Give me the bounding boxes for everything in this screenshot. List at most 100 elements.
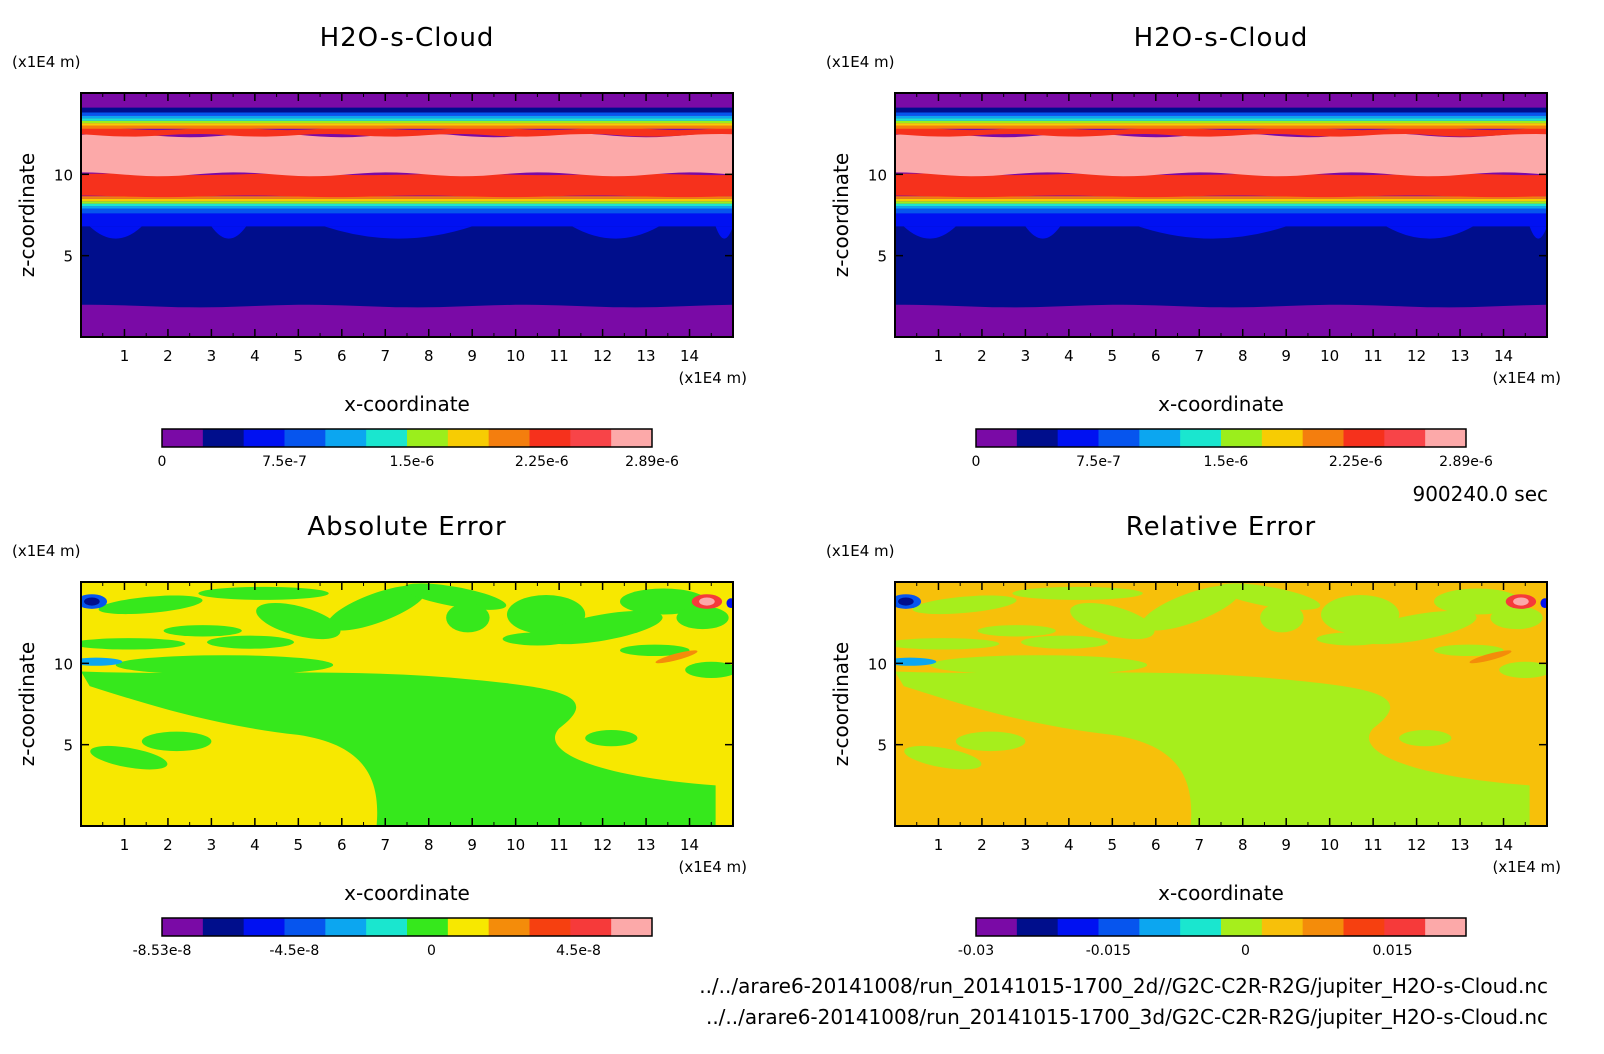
- colorbar-swatch: [1221, 918, 1263, 936]
- x-tick-label: 7: [380, 836, 390, 854]
- y-unit-label: (x1E4 m): [826, 53, 895, 71]
- x-tick-label: 3: [1021, 836, 1031, 854]
- y-unit-label: (x1E4 m): [12, 53, 81, 71]
- colorbar-swatch: [1384, 918, 1426, 936]
- contour-patch: [1012, 586, 1143, 600]
- colorbar-swatch: [1057, 918, 1099, 936]
- file-path-3d: ../../arare6-20141008/run_20141015-1700_…: [706, 1005, 1548, 1029]
- x-tick-label: 11: [1364, 347, 1383, 365]
- x-tick-label: 1: [934, 836, 944, 854]
- contour-patch: [81, 671, 716, 826]
- contour-band: [81, 211, 733, 227]
- chart-title: H2O-s-Cloud: [1134, 23, 1309, 53]
- colorbar-swatch: [570, 429, 612, 447]
- contour-patch: [895, 671, 1530, 826]
- contour-patch: [1433, 644, 1504, 657]
- x-tick-label: 9: [1281, 347, 1291, 365]
- colorbar-frame: [975, 917, 1467, 937]
- contour-lobe: [1138, 226, 1287, 239]
- y-tick-label: 5: [63, 737, 73, 755]
- contour-patch: [1217, 583, 1321, 610]
- colorbar-swatch: [976, 918, 1018, 936]
- contour-patch: [699, 597, 715, 606]
- contour-patch: [1316, 632, 1387, 646]
- contour-band: [895, 206, 1547, 209]
- contour-band: [895, 203, 1547, 207]
- x-tick-label: 3: [1021, 347, 1031, 365]
- y-unit-label: (x1E4 m): [826, 542, 895, 560]
- x-axis-label: x-coordinate: [344, 881, 470, 905]
- colorbar-swatch: [529, 429, 571, 447]
- contour-patch: [403, 583, 507, 610]
- y-axis-label: z-coordinate: [15, 642, 39, 766]
- colorbar-label: 2.25e-6: [515, 454, 569, 470]
- colorbar-swatch: [407, 429, 449, 447]
- colorbar-label: 0: [1241, 943, 1250, 959]
- colorbar-label: -0.015: [1086, 943, 1131, 959]
- x-tick-label: 7: [1194, 836, 1204, 854]
- x-unit-label: (x1E4 m): [1492, 369, 1561, 387]
- contour-lobe: [715, 226, 733, 239]
- x-unit-label: (x1E4 m): [678, 369, 747, 387]
- x-tick-label: 4: [1064, 836, 1074, 854]
- colorbar-label: 4.5e-8: [556, 943, 601, 959]
- contour-band: [81, 208, 733, 214]
- contour-band: [81, 107, 733, 113]
- plot-area: [81, 93, 733, 337]
- colorbar-swatch: [1180, 429, 1222, 447]
- contour-band: [81, 120, 733, 124]
- contour-patch: [898, 597, 914, 606]
- contour-patch: [1356, 610, 1477, 645]
- contour-patch: [1021, 635, 1108, 649]
- x-tick-label: 5: [1108, 836, 1118, 854]
- contour-patch: [256, 602, 341, 640]
- contour-band: [81, 112, 733, 116]
- contour-band: [895, 212, 1547, 308]
- x-tick-label: 7: [1194, 347, 1204, 365]
- x-tick-label: 9: [1281, 836, 1291, 854]
- x-tick-label: 13: [1451, 347, 1470, 365]
- x-tick-label: 4: [250, 836, 260, 854]
- colorbar-swatch: [611, 918, 653, 936]
- contour-patch: [198, 586, 329, 600]
- x-tick-label: 2: [977, 347, 987, 365]
- colorbar-swatch: [366, 429, 408, 447]
- colorbar-swatch: [1302, 429, 1344, 447]
- colorbar-label: 0: [972, 454, 981, 470]
- x-tick-label: 11: [1364, 836, 1383, 854]
- chart-title: H2O-s-Cloud: [320, 23, 495, 53]
- colorbar-swatch: [407, 918, 449, 936]
- x-tick-label: 4: [1064, 347, 1074, 365]
- x-tick-label: 13: [637, 836, 656, 854]
- contour-band: [895, 127, 1547, 137]
- x-tick-label: 10: [506, 836, 525, 854]
- colorbar-swatch: [1343, 918, 1385, 936]
- colorbar-swatch: [243, 918, 285, 936]
- colorbar-label: -0.03: [958, 943, 994, 959]
- contour-band: [81, 212, 733, 308]
- contour-patch: [81, 657, 123, 666]
- x-tick-label: 8: [1238, 836, 1248, 854]
- chart-title: Absolute Error: [307, 512, 506, 542]
- contour-band: [895, 133, 1547, 177]
- y-tick-label: 5: [877, 248, 887, 266]
- x-axis-label: x-coordinate: [1158, 392, 1284, 416]
- x-tick-label: 5: [1108, 347, 1118, 365]
- colorbar-frame: [161, 917, 653, 937]
- x-tick-label: 3: [207, 347, 217, 365]
- contour-patch: [912, 595, 1017, 615]
- x-tick-label: 12: [593, 836, 612, 854]
- contour-lobe: [324, 226, 473, 239]
- colorbar-label: 1.5e-6: [389, 454, 434, 470]
- contour-patch: [115, 655, 334, 675]
- chart-title: Relative Error: [1126, 512, 1317, 542]
- y-tick-label: 10: [868, 166, 887, 184]
- colorbar-swatch: [447, 429, 490, 447]
- x-tick-label: 2: [163, 836, 173, 854]
- contour-band: [895, 208, 1547, 214]
- file-path-2d: ../../arare6-20141008/run_20141015-1700_…: [699, 974, 1548, 998]
- contour-patch: [1399, 730, 1452, 747]
- x-tick-label: 7: [380, 347, 390, 365]
